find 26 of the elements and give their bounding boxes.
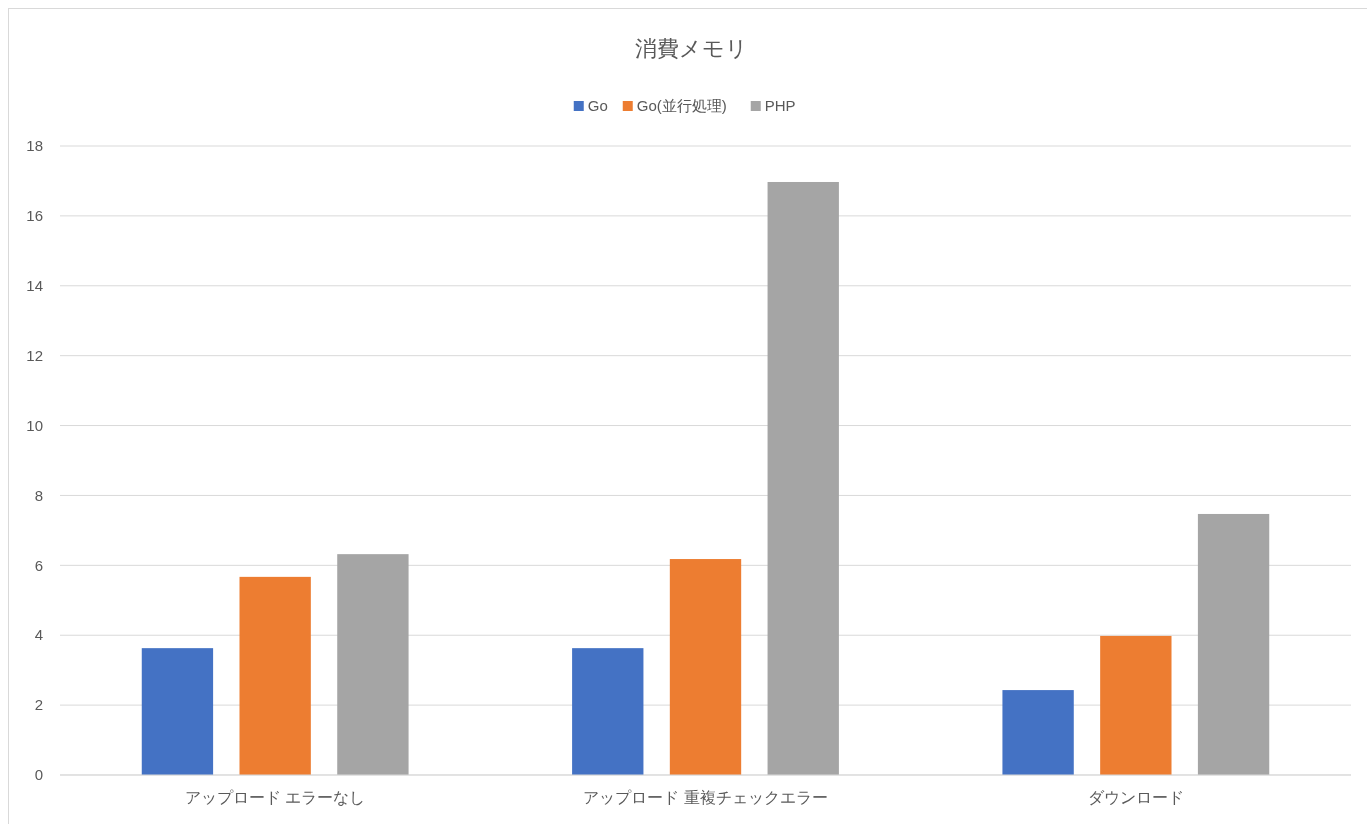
legend-label: Go: [587, 97, 608, 115]
bar: [239, 576, 311, 775]
y-tick-label: 12: [26, 346, 43, 364]
bar: [1197, 513, 1270, 775]
x-tick-label: ダウンロード: [1087, 789, 1184, 806]
y-tick-label: 4: [34, 626, 43, 644]
y-tick-label: 16: [26, 207, 43, 225]
bar: [767, 181, 839, 775]
legend-label: PHP: [764, 97, 796, 115]
bar: [669, 559, 742, 775]
bar: [1002, 690, 1074, 775]
y-tick-label: 14: [26, 277, 43, 295]
y-tick-label: 2: [34, 696, 43, 714]
x-tick-label: アップロード エラーなし: [184, 789, 366, 806]
bar: [337, 554, 409, 775]
y-tick-label: 10: [26, 416, 43, 434]
chart-title: 消費メモリ: [635, 36, 748, 61]
y-tick-label: 8: [34, 486, 43, 504]
y-tick-label: 0: [34, 766, 43, 784]
x-tick-label: アップロード 重複チェックエラー: [583, 789, 828, 806]
y-tick-label: 6: [34, 556, 43, 574]
bar: [1100, 635, 1172, 775]
bar: [572, 648, 644, 775]
legend-label: Go(並行処理): [636, 97, 727, 115]
bar: [141, 648, 214, 775]
y-tick-label: 18: [26, 137, 43, 155]
